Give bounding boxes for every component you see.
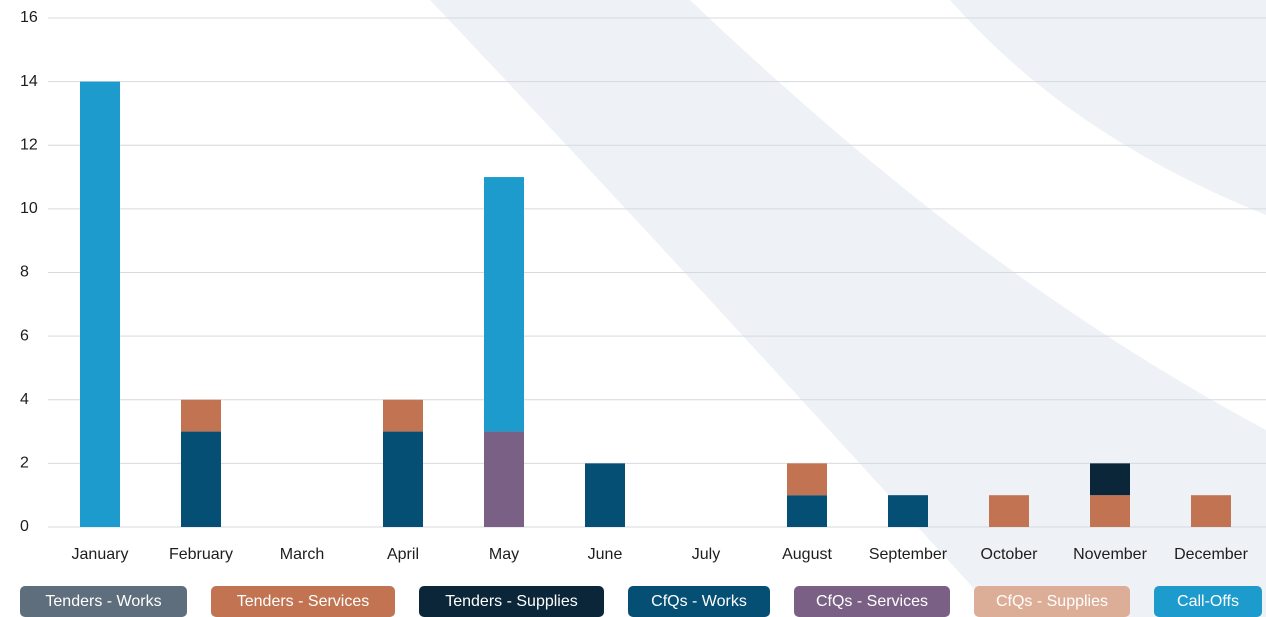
bar-segment: [585, 463, 625, 527]
y-tick-label: 2: [20, 455, 29, 472]
legend-label[interactable]: CfQs - Works: [651, 593, 747, 610]
x-tick-label: October: [981, 546, 1039, 563]
bar-segment: [888, 495, 928, 527]
bar-segment: [383, 399, 423, 432]
legend-label[interactable]: Call-Offs: [1177, 593, 1239, 610]
bar-segment: [1090, 495, 1130, 527]
bar-segment: [383, 431, 423, 527]
bar-segment: [484, 177, 524, 432]
bar-segment: [181, 431, 221, 527]
legend-swatch[interactable]: [419, 586, 604, 617]
legend-label[interactable]: CfQs - Supplies: [996, 593, 1108, 610]
legend-swatch[interactable]: [211, 586, 395, 617]
legend-label[interactable]: Tenders - Services: [237, 593, 370, 610]
y-tick-label: 12: [20, 136, 38, 153]
y-tick-label: 4: [20, 391, 29, 408]
background-swoosh: [950, 0, 1266, 215]
legend-label[interactable]: CfQs - Services: [816, 593, 928, 610]
x-tick-label: December: [1174, 546, 1248, 563]
x-tick-label: March: [280, 546, 324, 563]
legend-swatch[interactable]: [20, 586, 187, 617]
bar-segment: [787, 495, 827, 527]
y-tick-label: 14: [20, 73, 38, 90]
x-tick-label: August: [782, 546, 832, 563]
bar-segment: [1191, 495, 1231, 527]
legend-swatch[interactable]: [974, 586, 1130, 617]
x-tick-label: January: [72, 546, 129, 563]
bar-segment: [80, 81, 120, 527]
x-tick-label: April: [387, 546, 419, 563]
x-tick-label: July: [692, 546, 720, 563]
bar-segment: [484, 431, 524, 527]
legend-swatch[interactable]: [628, 586, 770, 617]
bar-segment: [1090, 463, 1130, 496]
bar-segment: [787, 463, 827, 496]
y-tick-label: 16: [20, 9, 38, 26]
y-tick-label: 8: [20, 264, 29, 281]
legend-swatch[interactable]: [794, 586, 950, 617]
background-swoosh: [430, 0, 1266, 617]
legend-swatch[interactable]: [1154, 586, 1262, 617]
x-tick-label: June: [588, 546, 623, 563]
y-tick-label: 6: [20, 327, 29, 344]
bar-segment: [989, 495, 1029, 527]
x-tick-label: September: [869, 546, 948, 563]
y-tick-label: 10: [20, 200, 38, 217]
x-tick-label: May: [489, 546, 519, 563]
x-tick-label: February: [169, 546, 233, 563]
x-tick-label: November: [1073, 546, 1147, 563]
y-tick-label: 0: [20, 518, 29, 535]
legend-label[interactable]: Tenders - Works: [45, 593, 161, 610]
bar-segment: [181, 399, 221, 432]
legend-label[interactable]: Tenders - Supplies: [445, 593, 578, 610]
